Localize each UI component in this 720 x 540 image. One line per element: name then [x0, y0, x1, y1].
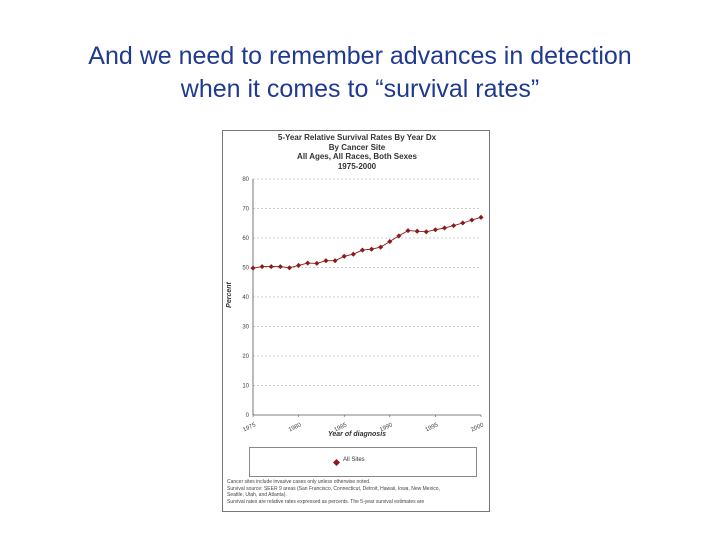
y-tick-label: 10	[242, 384, 249, 390]
data-point	[259, 264, 265, 270]
data-point	[359, 247, 365, 253]
y-tick-label: 40	[242, 295, 249, 301]
data-point	[296, 262, 302, 268]
chart-title-line-4: 1975-2000	[337, 161, 377, 171]
chart-title-line-3: All Ages, All Races, Both Sexes	[297, 152, 417, 161]
data-point	[268, 264, 274, 270]
x-axis-label: Year of diagnosis	[328, 431, 386, 438]
data-point	[323, 258, 329, 264]
footnote-line-2: Survival source: SEER 9 areas (San Franc…	[227, 485, 440, 492]
x-tick-label: 1980	[288, 422, 303, 433]
y-tick-label: 70	[242, 207, 249, 213]
y-tick-label: 20	[242, 354, 249, 360]
slide-title: And we need to remember advances in dete…	[40, 40, 680, 106]
y-tick-label: 80	[242, 177, 249, 183]
data-point	[423, 229, 429, 235]
y-tick-label: 30	[242, 325, 249, 331]
legend-label: All Sites	[343, 457, 365, 463]
series-line	[252, 216, 482, 269]
x-tick-label: 1975	[242, 422, 257, 433]
data-point	[460, 220, 466, 226]
data-point	[250, 265, 256, 271]
legend: All Sites	[249, 447, 477, 477]
data-point	[369, 246, 375, 252]
data-point	[378, 244, 384, 250]
data-point	[478, 214, 484, 220]
data-point	[277, 264, 283, 270]
x-tick-label: 1985	[333, 422, 348, 433]
y-tick-label: 60	[242, 236, 249, 242]
chart-figure: 5-Year Relative Survival Rates By Year D…	[222, 130, 490, 512]
data-point	[405, 228, 411, 234]
data-point	[350, 251, 356, 257]
data-point	[341, 253, 347, 259]
data-point	[332, 258, 338, 264]
footnote-line-3: Seattle, Utah, and Atlanta).	[227, 492, 287, 499]
x-tick-label: 1990	[379, 422, 394, 433]
y-axis-label: Percent	[226, 281, 233, 307]
data-point	[387, 238, 393, 245]
y-tick-label: 50	[242, 266, 249, 272]
chart-title: 5-Year Relative Survival Rates By Year D…	[223, 133, 491, 171]
slide-title-line-1: And we need to remember advances in dete…	[88, 42, 632, 70]
y-tick-label: 0	[246, 413, 250, 419]
chart-title-line-1: 5-Year Relative Survival Rates By Year D…	[277, 133, 437, 142]
data-point	[441, 225, 448, 231]
data-point	[314, 260, 320, 266]
data-point	[414, 228, 420, 234]
data-point	[432, 227, 438, 233]
footnote-line-4: Survival rates are relative rates expres…	[227, 498, 425, 505]
line-chart: 0 10 20 30 40 50 60 70 80 1975 1980 1985 1990 1995 200…	[226, 177, 485, 438]
data-point	[451, 223, 457, 229]
chart-footnote: Cancer sites include invasive cases only…	[227, 479, 485, 505]
chart-title-line-2: By Cancer Site	[328, 142, 386, 152]
slide-title-line-2: when it comes to “survival rates”	[180, 75, 540, 103]
x-tick-label: 1995	[425, 422, 440, 433]
x-tick-label: 2000	[470, 422, 485, 433]
legend-marker	[332, 458, 341, 467]
data-point	[305, 260, 311, 266]
data-point	[286, 265, 293, 271]
data-point	[469, 217, 475, 223]
footnote-line-1: Cancer sites include invasive cases only…	[227, 479, 371, 485]
